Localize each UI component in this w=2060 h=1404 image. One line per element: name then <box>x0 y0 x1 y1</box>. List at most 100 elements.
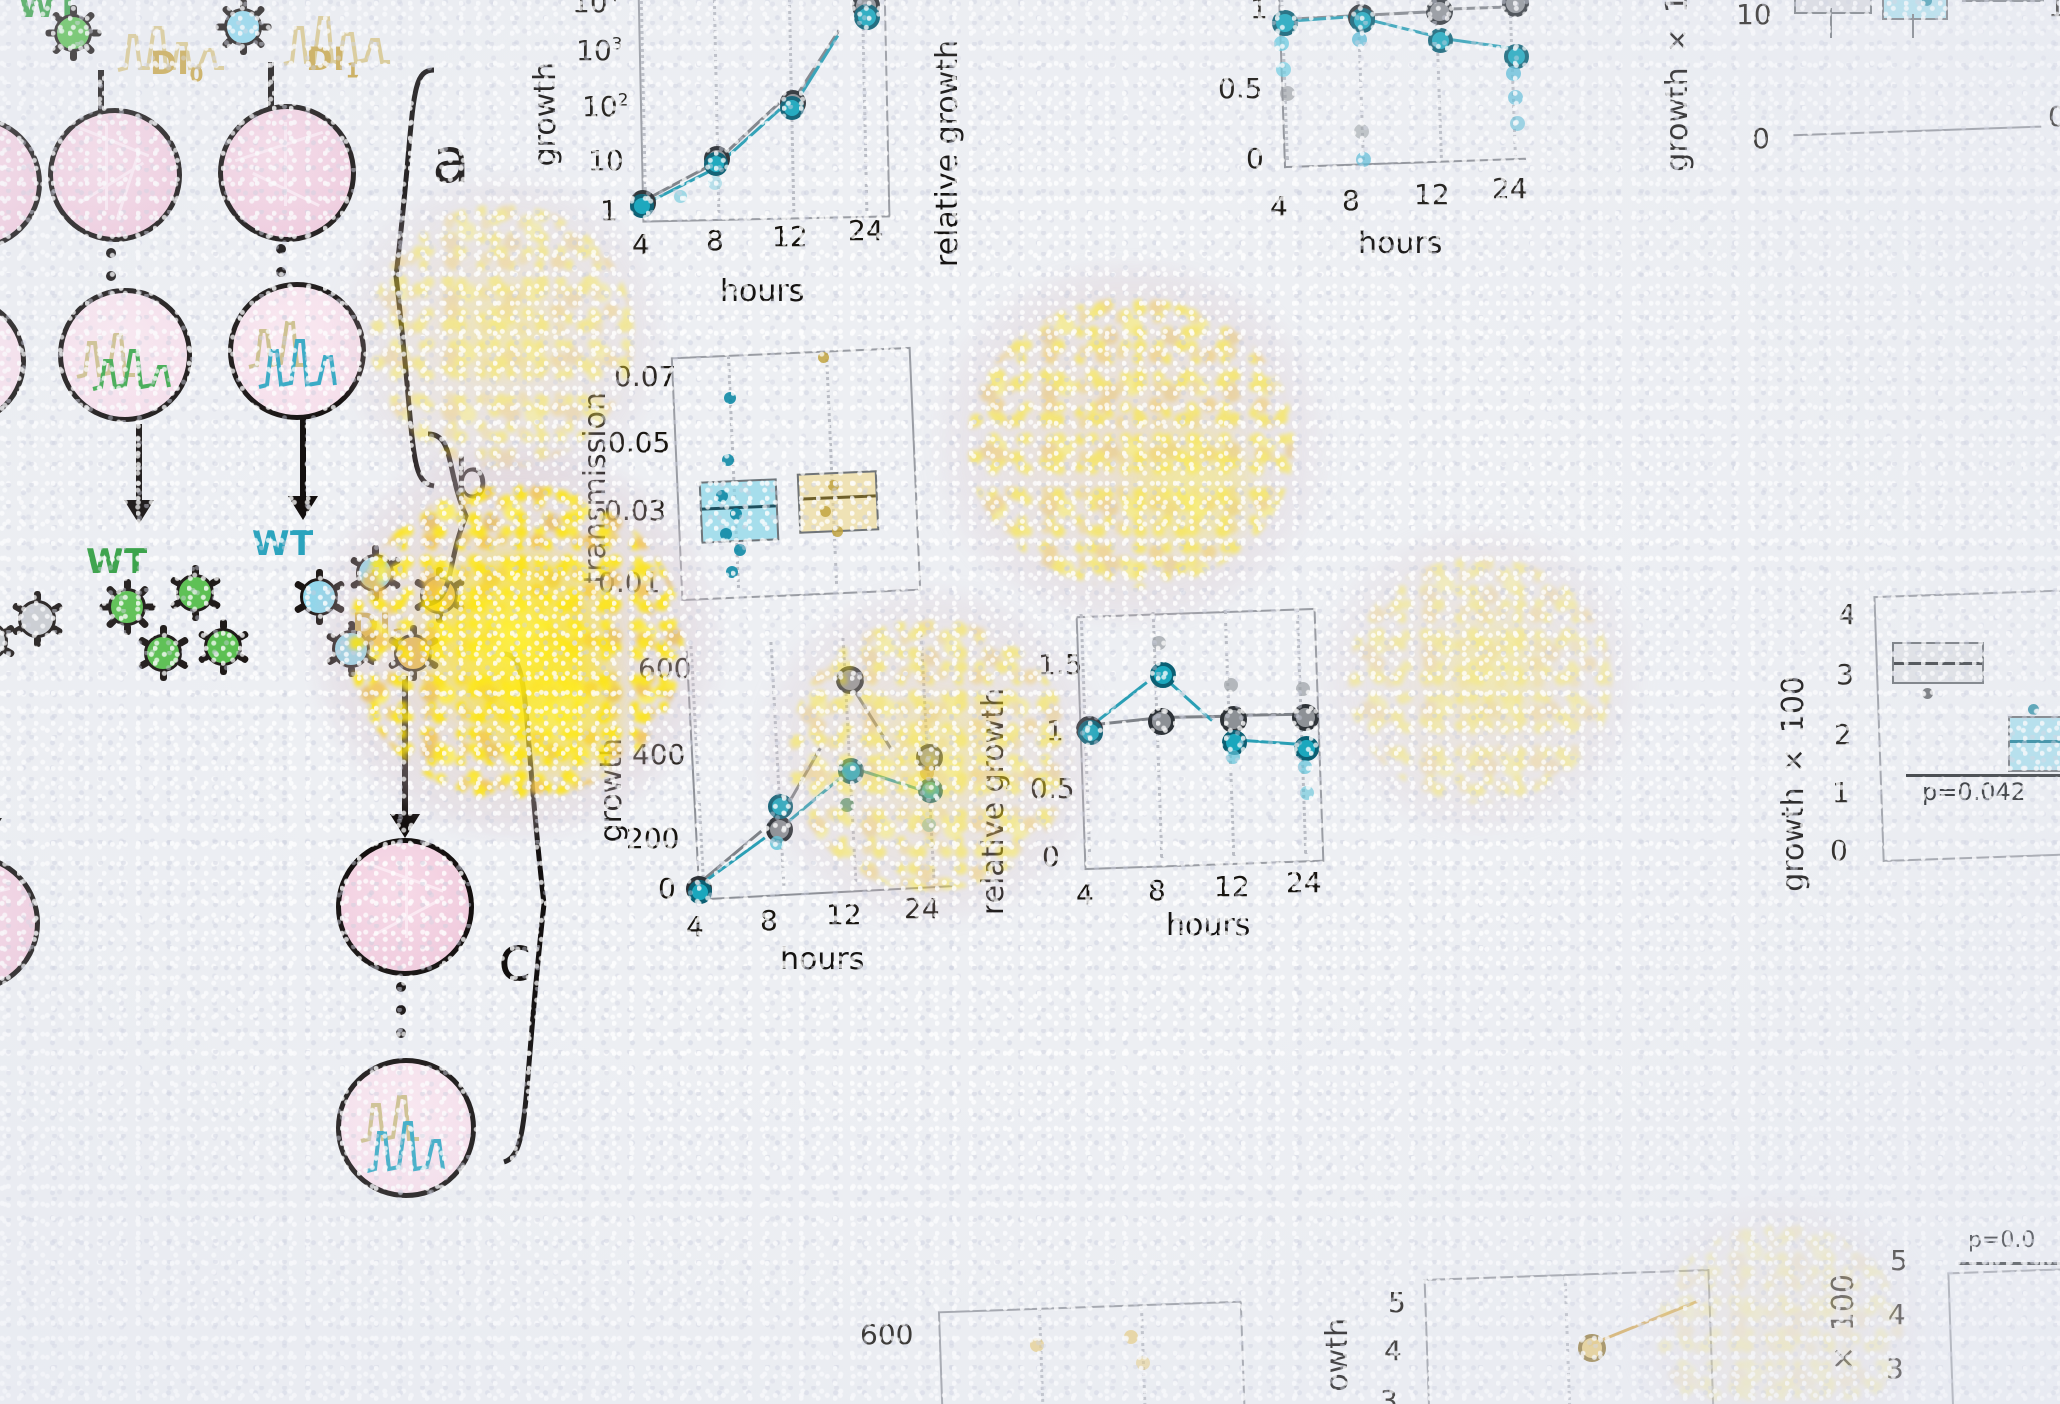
boxplot-right-wt-di <box>2008 716 2060 772</box>
sequenced-cell-2 <box>228 282 366 420</box>
ytick-1: 1 <box>1046 714 1064 747</box>
ytick-4: 4 <box>1384 1334 1402 1367</box>
ytick-600-bottom: 600 <box>860 1318 914 1351</box>
ytick-3-partial: 3 <box>1886 1352 1904 1385</box>
data-point <box>1292 704 1319 731</box>
ytick-0: 0 <box>1042 840 1060 873</box>
infected-cell-3 <box>336 838 474 976</box>
data-point-replicate <box>1352 32 1367 47</box>
panel-letter-a: a <box>432 124 470 197</box>
ytick-5-partial: 5 <box>1890 1244 1908 1277</box>
schematic-label-wt-progeny-green: WT <box>86 542 148 582</box>
ytick-5: 5 <box>1388 1286 1406 1319</box>
sequenced-cell-0 <box>0 296 26 426</box>
infected-cell-2 <box>218 104 356 242</box>
virion-green-icon <box>45 5 101 61</box>
infected-cell-1 <box>48 108 182 242</box>
panel-letter-b: b <box>454 448 489 511</box>
chart-owth-partial-ylabel: owth <box>1320 1318 1355 1392</box>
ytick-0: 0 <box>1830 834 1848 867</box>
ytick-0p05: 0.05 <box>608 426 671 459</box>
chart-rel-growth-xlabel: hours <box>1358 226 1443 261</box>
xtick-24: 24 <box>848 214 884 247</box>
data-point <box>1078 720 1103 745</box>
data-point <box>780 96 804 120</box>
arrow-down-4 <box>288 418 318 520</box>
ytick-0p01: 0.01 <box>598 566 661 599</box>
data-point <box>1272 10 1298 36</box>
data-point <box>704 152 728 176</box>
xtick-12: 12 <box>1214 870 1250 903</box>
virus-schematic-diagram: WT DI0 DI1 <box>0 0 560 1404</box>
progeny-virion-green-3 <box>136 625 190 681</box>
boxplot-ctrl <box>1962 0 2044 2</box>
pvalue-label-042: p=0.042 <box>1922 778 2027 806</box>
progeny-virion-yellow-2 <box>386 625 440 681</box>
ytick-0: 0 <box>1246 142 1264 175</box>
xtick-12: 12 <box>1414 178 1450 211</box>
data-point <box>688 880 712 904</box>
bokeh-blob-3 <box>931 264 1331 622</box>
dotted-connector-3 <box>396 982 406 1051</box>
data-point-replicate <box>1510 116 1525 131</box>
data-point <box>1294 736 1319 761</box>
chart-rel-growth-bottom-ylabel: relative growth <box>976 688 1011 916</box>
ytick-3: 3 <box>1836 658 1854 691</box>
xtick-8: 8 <box>760 904 778 937</box>
sequenced-cell-3 <box>336 1058 476 1198</box>
xtick-24: 24 <box>904 892 940 925</box>
genome-trace-green-icon <box>76 333 171 391</box>
ytick-1: 1 <box>600 194 618 227</box>
data-point-replicate <box>1280 86 1295 101</box>
data-point <box>1148 708 1175 735</box>
progeny-virion-blue-2 <box>348 545 402 601</box>
ytick-0p5: 0.5 <box>1218 72 1263 105</box>
data-point-replicate <box>1356 152 1371 167</box>
ytick-100: 102 <box>582 90 629 123</box>
boxplot-wt-di <box>1882 0 1948 20</box>
genome-trace-gray-icon <box>0 301 21 421</box>
chart-x100-partial-ylabel: × 100 <box>1826 1274 1861 1376</box>
chart-transmission-ylabel: transmission <box>578 392 613 584</box>
ytick-right: 1 <box>2048 0 2060 23</box>
data-point <box>854 4 880 30</box>
data-point <box>1428 28 1453 53</box>
data-point <box>1220 706 1247 733</box>
genome-trace-teal-icon <box>248 321 337 389</box>
xtick-8: 8 <box>706 224 724 257</box>
sequenced-cell-1 <box>58 288 192 422</box>
progeny-virion-green-2 <box>168 565 222 621</box>
xtick-8: 8 <box>1148 874 1166 907</box>
chart-relative-growth-top-plotarea: 4 8 12 24 hours <box>1270 0 1610 280</box>
arrow-down-3 <box>124 424 154 524</box>
virion-blue-icon <box>215 0 271 55</box>
data-point-replicate <box>708 176 722 190</box>
data-point <box>768 794 793 819</box>
data-point-replicate <box>1274 36 1289 51</box>
bokeh-blob-5 <box>1318 528 1642 832</box>
schematic-label-di1: DI1 <box>306 40 360 83</box>
ytick-10: 10 <box>1736 0 1772 31</box>
progeny-virion-green-1 <box>99 579 155 635</box>
data-point-replicate <box>674 190 687 203</box>
chart-growth-x100-right-ylabel: growth × 100 <box>1776 676 1811 892</box>
chart-growth-bottom-partial: 600 <box>860 1300 1247 1404</box>
chart-growth-log-xlabel: hours <box>720 274 805 309</box>
chart-growth-x100-right: growth × 100 4 3 2 1 0 p=0.042 <box>1776 580 2060 900</box>
ytick-0: 0 <box>1752 122 1770 155</box>
pvalue-label-partial: p=0.0 <box>1968 1228 2036 1253</box>
chart-growth-log-ylabel: growth <box>528 62 563 167</box>
progeny-virion-blue-3 <box>324 621 378 677</box>
data-point <box>838 758 864 784</box>
ytick-10: 10 <box>588 144 624 177</box>
chart-transmission: transmission 0.07 0.05 0.03 0.01 <box>578 330 940 630</box>
progeny-virion-blue-1 <box>292 569 346 625</box>
ytick-4: 4 <box>1838 598 1856 631</box>
arrow-down-5 <box>390 676 420 838</box>
xtick-12: 12 <box>772 220 808 253</box>
chart-growth-x100-ylabel: growth × 100 <box>1660 0 1695 172</box>
ytick-400: 400 <box>632 738 686 771</box>
progeny-virion-gray-1 <box>10 591 64 647</box>
panel-letter-c: c <box>498 922 533 995</box>
